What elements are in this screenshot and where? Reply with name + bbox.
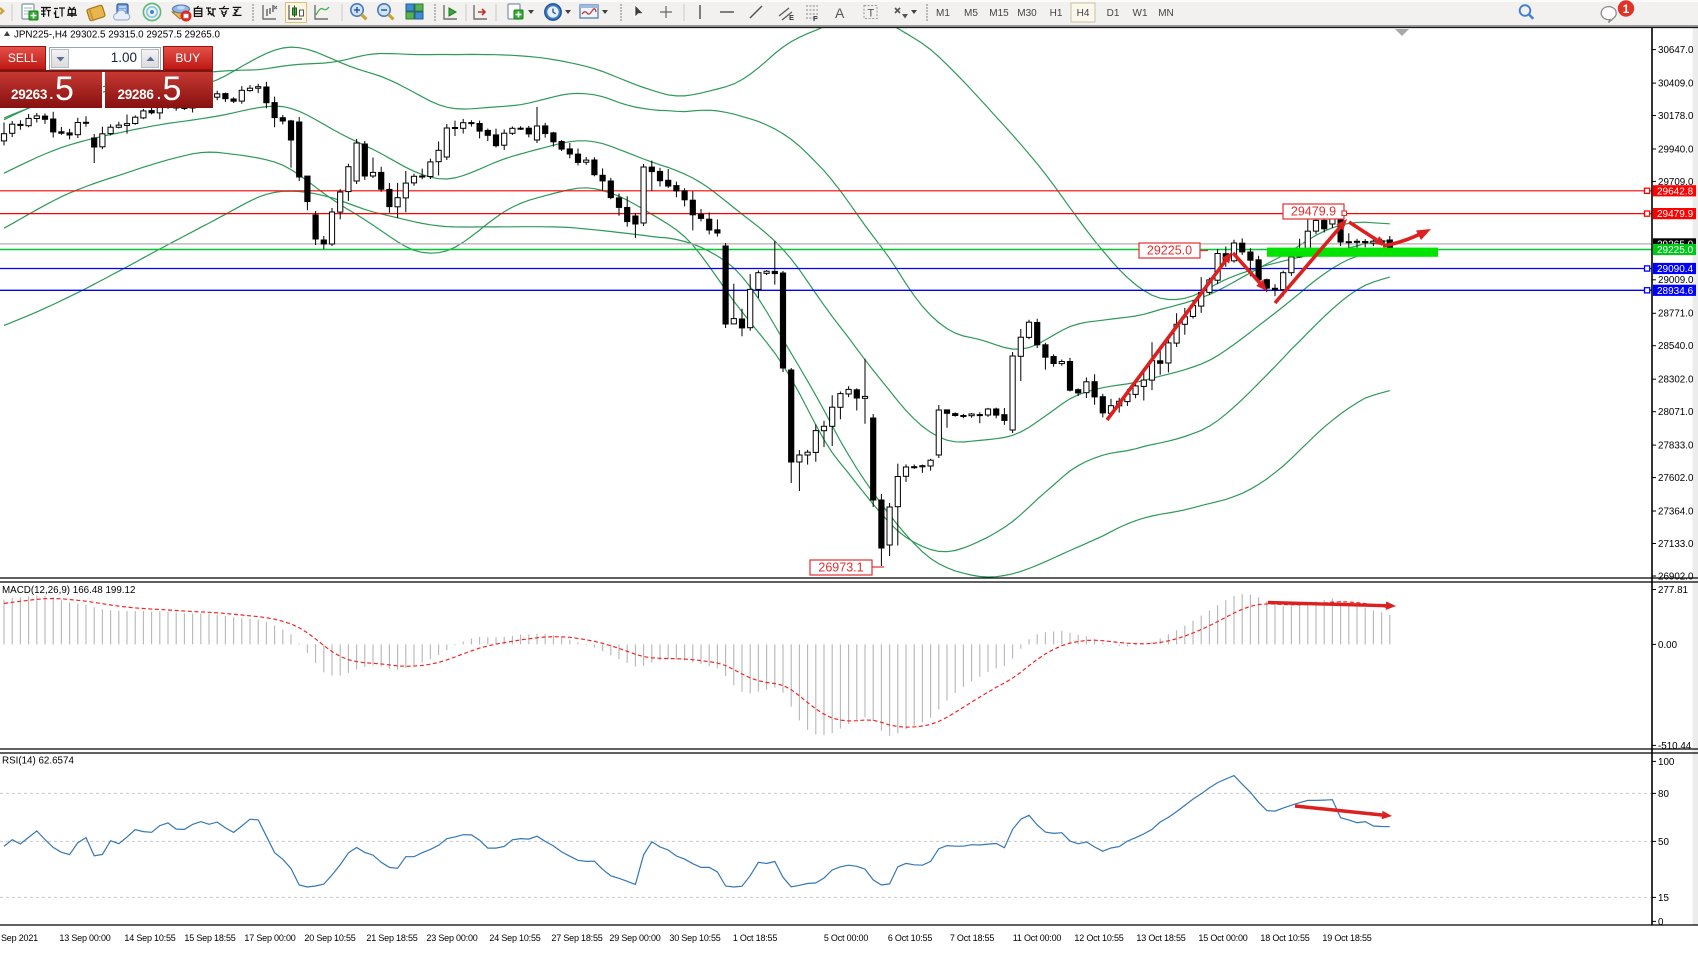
- svg-text:28934.6: 28934.6: [1657, 286, 1694, 297]
- svg-text:15: 15: [1658, 893, 1669, 904]
- svg-text:24 Sep 10:55: 24 Sep 10:55: [489, 933, 540, 943]
- svg-text:30647.0: 30647.0: [1658, 45, 1694, 56]
- svg-text:17 Sep 00:00: 17 Sep 00:00: [244, 933, 295, 943]
- svg-text:7 Oct 18:55: 7 Oct 18:55: [950, 933, 995, 943]
- svg-text:27 Sep 18:55: 27 Sep 18:55: [551, 933, 602, 943]
- svg-text:12 Oct 10:55: 12 Oct 10:55: [1074, 933, 1123, 943]
- svg-text:29 Sep 00:00: 29 Sep 00:00: [609, 933, 660, 943]
- svg-text:29479.9: 29479.9: [1657, 209, 1694, 220]
- svg-text:29225.0: 29225.0: [1657, 245, 1694, 256]
- svg-text:18 Oct 10:55: 18 Oct 10:55: [1260, 933, 1309, 943]
- svg-text:M1: M1: [936, 8, 950, 19]
- svg-text:29225.0: 29225.0: [1147, 244, 1192, 258]
- svg-text:27364.0: 27364.0: [1658, 506, 1694, 517]
- svg-text:80: 80: [1658, 789, 1669, 800]
- svg-text:RSI(14) 62.6574: RSI(14) 62.6574: [2, 756, 74, 767]
- svg-text:28540.0: 28540.0: [1658, 341, 1694, 352]
- svg-text:H4: H4: [1077, 8, 1090, 19]
- svg-text:28302.0: 28302.0: [1658, 375, 1694, 386]
- svg-text:27133.0: 27133.0: [1658, 539, 1694, 550]
- svg-text:5 Oct 00:00: 5 Oct 00:00: [824, 933, 869, 943]
- svg-text:27602.0: 27602.0: [1658, 473, 1694, 484]
- svg-text:26973.1: 26973.1: [818, 561, 863, 575]
- svg-text:30409.0: 30409.0: [1658, 79, 1694, 90]
- svg-text:13 Sep 00:00: 13 Sep 00:00: [59, 933, 110, 943]
- svg-text:29479.9: 29479.9: [1291, 205, 1336, 219]
- svg-text:1: 1: [1623, 2, 1630, 16]
- svg-text:20 Sep 10:55: 20 Sep 10:55: [304, 933, 355, 943]
- svg-text:M15: M15: [989, 8, 1009, 19]
- svg-text:H1: H1: [1050, 8, 1063, 19]
- svg-text:29009.0: 29009.0: [1658, 275, 1694, 286]
- svg-text:27833.0: 27833.0: [1658, 441, 1694, 452]
- svg-text:19 Oct 18:55: 19 Oct 18:55: [1322, 933, 1371, 943]
- svg-text:14 Sep 10:55: 14 Sep 10:55: [124, 933, 175, 943]
- svg-text:23 Sep 00:00: 23 Sep 00:00: [426, 933, 477, 943]
- svg-text:30178.0: 30178.0: [1658, 111, 1694, 122]
- svg-text:100: 100: [1658, 757, 1675, 768]
- svg-text:0: 0: [1658, 917, 1664, 928]
- svg-text:29940.0: 29940.0: [1658, 144, 1694, 155]
- svg-text:29090.4: 29090.4: [1657, 264, 1694, 275]
- svg-text:A: A: [835, 5, 845, 21]
- svg-text:11 Oct 00:00: 11 Oct 00:00: [1013, 933, 1062, 943]
- svg-text:Sep 2021: Sep 2021: [1, 933, 38, 943]
- svg-text:277.81: 277.81: [1658, 585, 1688, 596]
- svg-text:15 Oct 00:00: 15 Oct 00:00: [1198, 933, 1247, 943]
- svg-text:T: T: [868, 8, 875, 20]
- svg-text:15 Sep 18:55: 15 Sep 18:55: [184, 933, 235, 943]
- svg-text:1 Oct 18:55: 1 Oct 18:55: [733, 933, 778, 943]
- svg-text:28071.0: 28071.0: [1658, 407, 1694, 418]
- svg-text:-510.44: -510.44: [1658, 741, 1692, 752]
- svg-text:6 Oct 10:55: 6 Oct 10:55: [888, 933, 933, 943]
- svg-text:M30: M30: [1017, 8, 1037, 19]
- svg-text:M5: M5: [964, 8, 978, 19]
- svg-text:28771.0: 28771.0: [1658, 309, 1694, 320]
- svg-text:E: E: [789, 13, 794, 22]
- svg-text:50: 50: [1658, 837, 1669, 848]
- svg-text:0.00: 0.00: [1658, 640, 1678, 651]
- svg-text:30 Sep 10:55: 30 Sep 10:55: [669, 933, 720, 943]
- svg-text:29642.8: 29642.8: [1657, 186, 1694, 197]
- svg-text:F: F: [813, 14, 818, 23]
- svg-text:21 Sep 18:55: 21 Sep 18:55: [366, 933, 417, 943]
- svg-text:W1: W1: [1133, 8, 1148, 19]
- svg-text:MN: MN: [1158, 8, 1174, 19]
- svg-text:26902.0: 26902.0: [1658, 571, 1694, 582]
- svg-text:MACD(12,26,9) 166.48 199.12: MACD(12,26,9) 166.48 199.12: [2, 585, 135, 596]
- svg-text:13 Oct 18:55: 13 Oct 18:55: [1136, 933, 1185, 943]
- svg-text:D1: D1: [1107, 8, 1120, 19]
